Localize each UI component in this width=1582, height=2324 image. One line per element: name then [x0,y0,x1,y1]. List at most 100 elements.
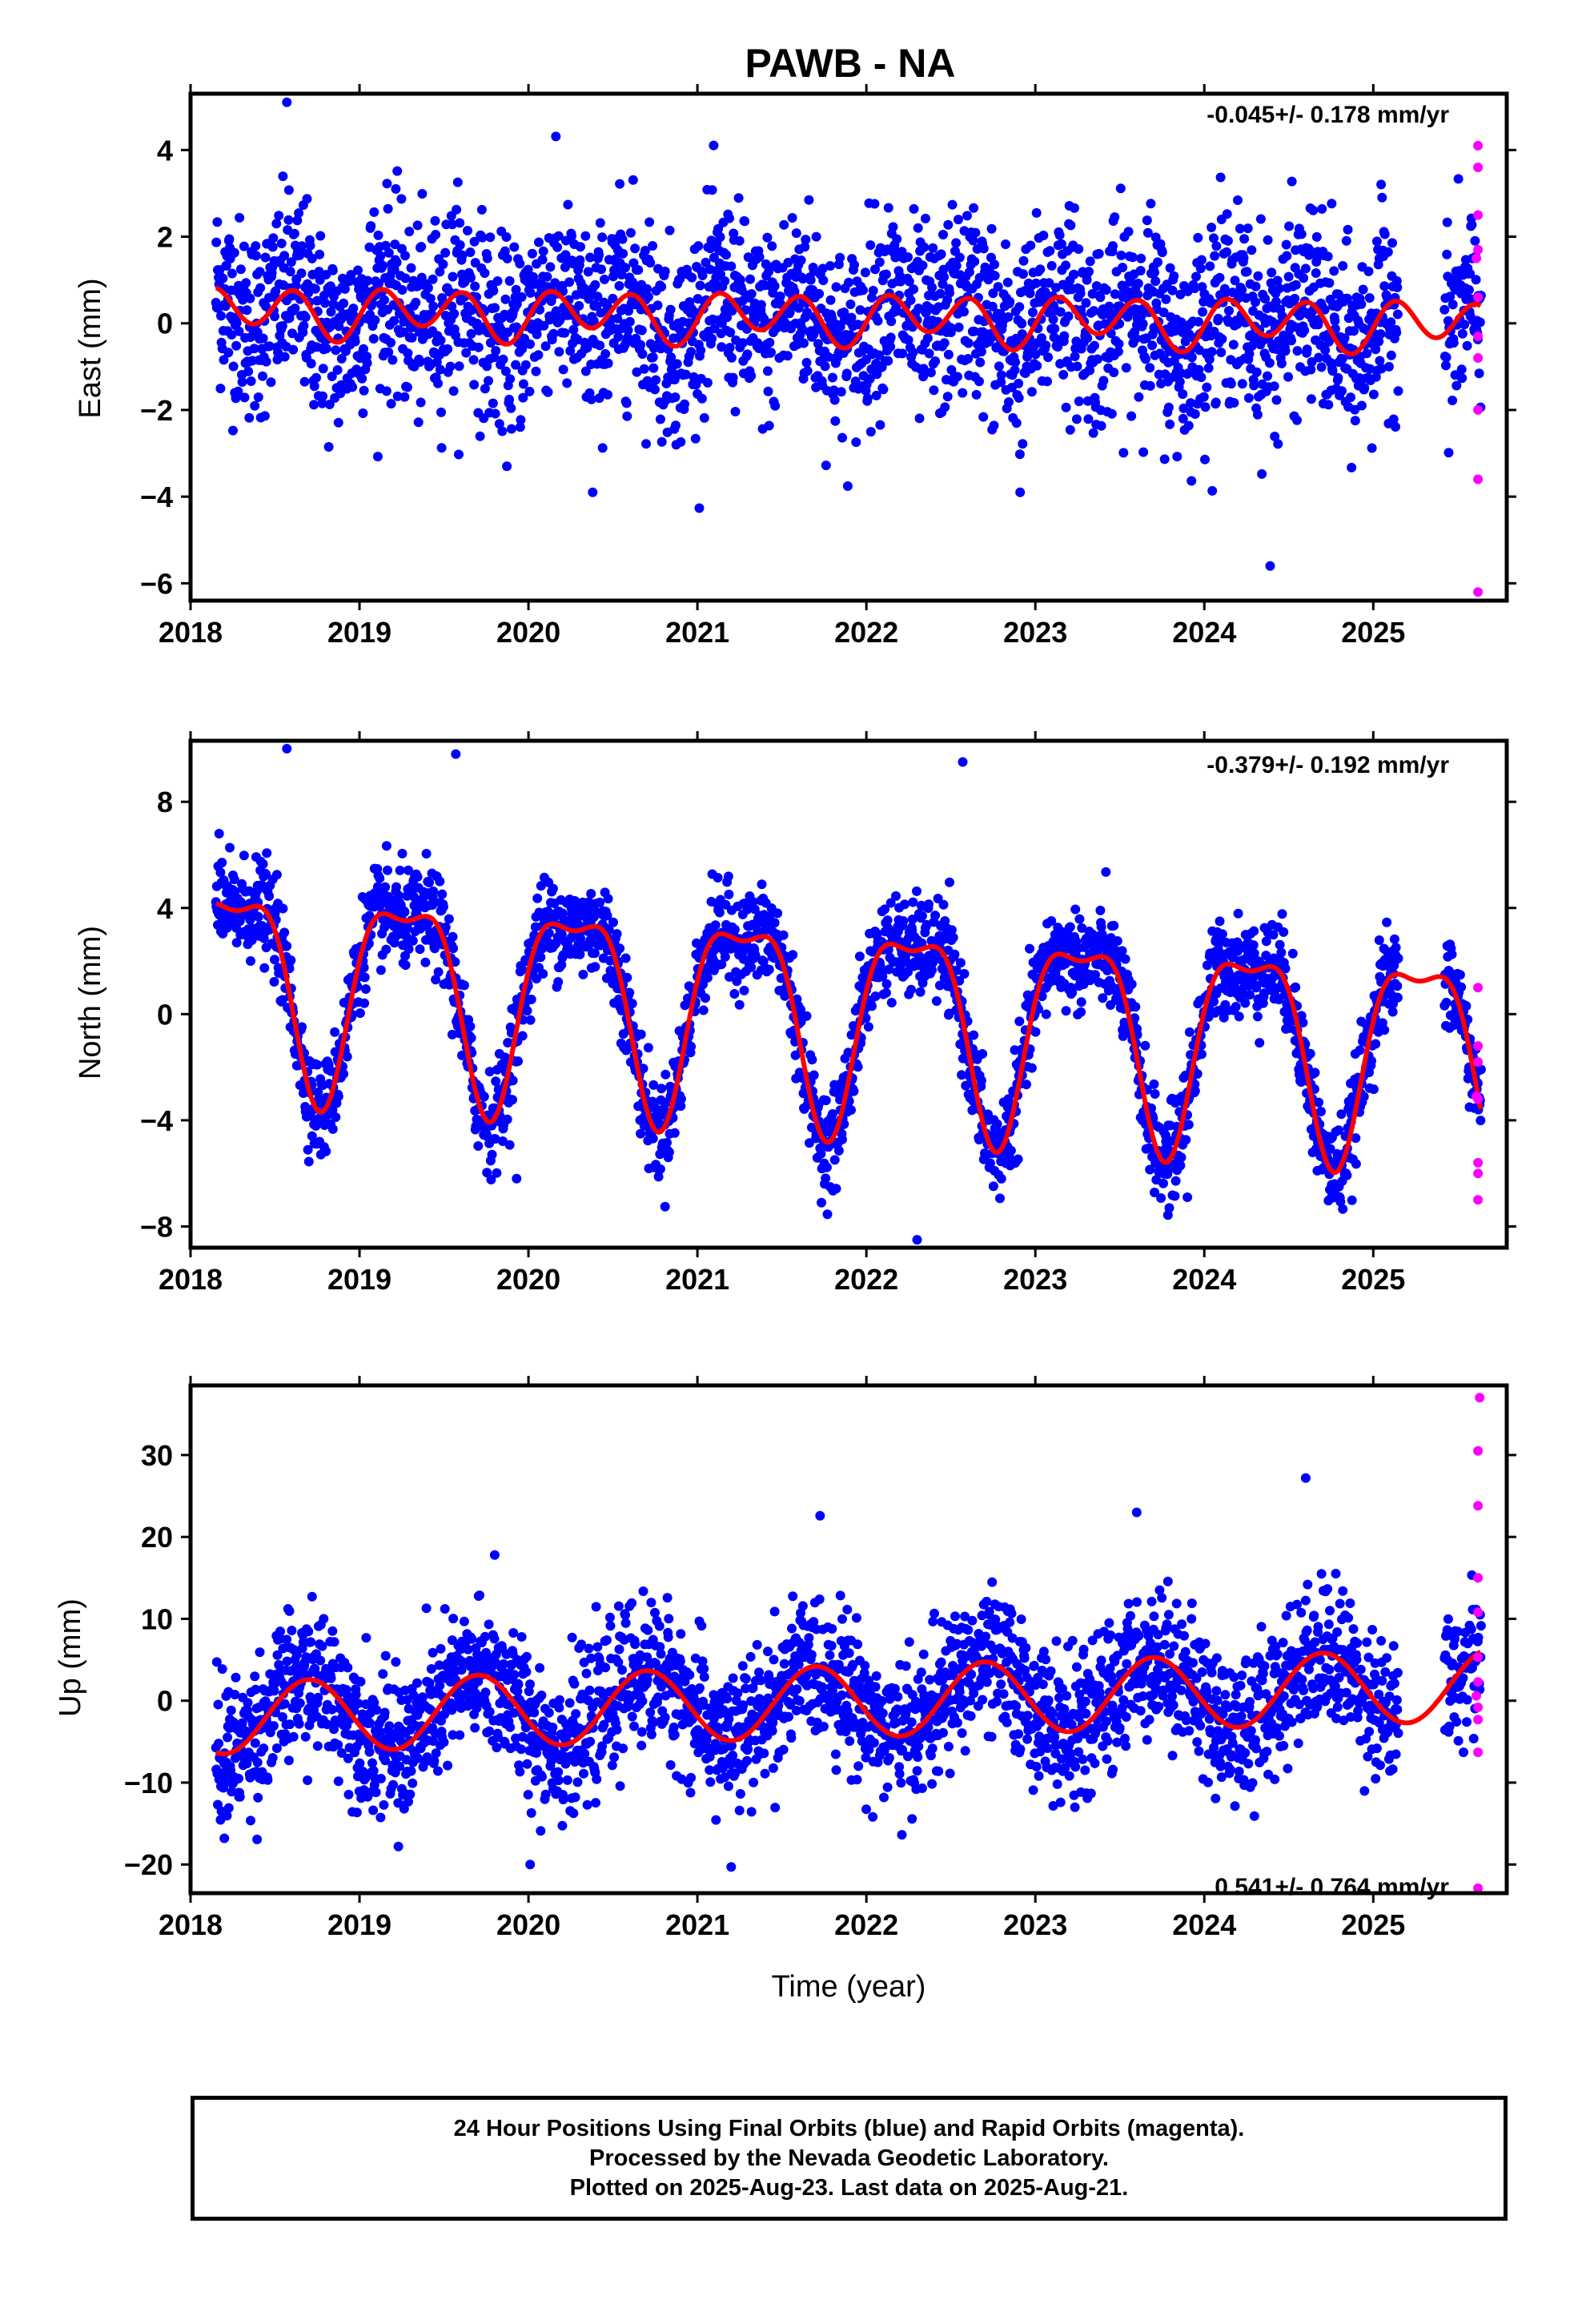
north-final-point [525,1015,536,1025]
east-final-point [666,352,677,363]
east-final-point [648,363,659,373]
east-final-point [1172,452,1182,462]
east-final-point [839,308,849,318]
east-ytick-label: 0 [157,308,173,340]
east-final-point [1037,333,1046,344]
east-final-point [468,355,479,365]
east-final-point [1219,283,1230,294]
north-final-point [421,849,432,858]
east-final-point [505,374,516,384]
east-final-point [1091,281,1102,292]
east-final-point [1374,336,1384,347]
east-final-point [567,231,576,241]
east-final-point [1032,360,1042,371]
east-final-point [1338,261,1348,271]
east-final-point [705,243,716,254]
east-final-point [1074,396,1084,407]
east-final-point [1386,317,1396,328]
north-final-point [1252,1011,1263,1022]
east-final-point [1337,386,1347,396]
east-final-point [1388,414,1399,424]
east-final-point [990,259,1000,270]
east-final-point [490,408,500,419]
east-final-point [681,369,691,380]
north-final-point [603,894,613,904]
east-final-point [1350,404,1360,415]
east-final-point [445,361,456,372]
east-final-point [743,252,753,263]
east-final-point [990,271,1000,281]
north-final-point [931,996,942,1006]
north-final-point [853,1062,863,1072]
east-final-point [734,235,745,246]
north-final-point [1074,914,1085,924]
east-final-point [672,359,682,369]
east-final-point [244,412,255,423]
east-final-point [428,274,438,284]
north-final-point [720,951,730,962]
north-final-point [375,873,385,883]
east-final-point [602,300,612,311]
east-final-point [465,247,476,257]
east-rate-label: -0.045+/- 0.178 mm/yr [1207,102,1449,128]
north-xtick-label: 2019 [327,1263,391,1296]
east-final-point [253,392,263,402]
east-final-point [391,183,401,194]
east-final-point [603,389,612,400]
east-final-point [403,348,413,359]
east-final-point [482,253,492,263]
east-final-point [793,303,804,313]
east-final-point [962,211,972,221]
east-final-point [302,194,312,204]
east-final-point [1379,281,1390,292]
east-final-point [1393,386,1403,396]
east-final-point [1017,319,1027,329]
east-final-point [1339,333,1350,344]
east-final-point [1030,349,1041,360]
north-ytick-label: 0 [157,998,173,1031]
east-final-point [696,345,706,356]
east-final-point [1439,304,1450,315]
east-final-point [554,347,564,357]
east-final-point [369,207,379,217]
north-ytick-label: −8 [140,1210,173,1243]
north-final-point [415,944,425,955]
east-final-point [769,281,780,292]
east-final-point [396,194,407,204]
east-final-point [1337,354,1347,364]
east-final-point [886,316,897,327]
east-final-point [624,316,635,327]
east-final-point [814,288,825,299]
north-final-point [661,1069,671,1080]
east-final-point [288,344,299,355]
east-final-point [1375,356,1385,366]
east-final-point [264,341,275,352]
north-final-point [898,916,909,926]
east-final-point [511,284,521,295]
east-final-point [525,287,536,298]
east-final-point [1114,339,1124,349]
east-final-point [1359,383,1370,393]
east-final-point [958,388,968,398]
north-final-point [915,987,926,997]
north-final-point [955,958,966,968]
east-final-point [1001,239,1010,249]
east-final-point [908,348,918,358]
east-final-point [506,403,516,413]
north-final-point [375,965,386,975]
east-final-point [996,370,1006,380]
north-final-point [1217,929,1227,939]
east-final-point [243,366,254,376]
east-final-point [1462,340,1472,351]
north-final-point [821,1096,831,1106]
east-final-point [1229,398,1239,408]
east-final-point [716,269,725,279]
east-final-point [1145,363,1155,373]
east-final-point [767,241,777,251]
east-final-point [1041,340,1051,351]
east-final-point [1031,207,1042,218]
north-final-point [1158,1178,1168,1188]
east-final-point [1165,419,1175,429]
east-final-point [1055,307,1066,317]
east-final-point [294,208,304,219]
